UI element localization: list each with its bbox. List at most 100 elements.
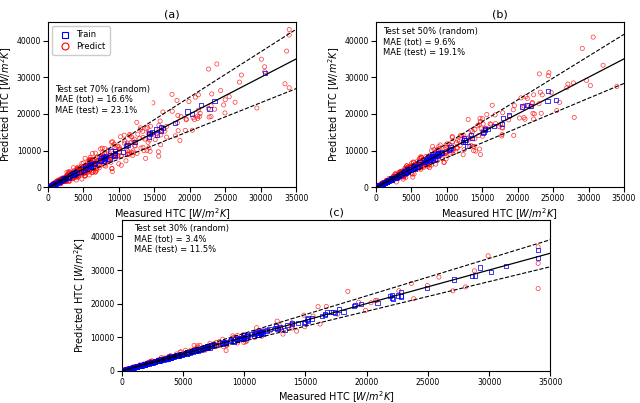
Train (144, 360, 154, 367)
Train (433, 152, 444, 159)
Train (375, 182, 385, 188)
Train (205, 343, 216, 349)
Predict (399, 172, 410, 178)
Predict (455, 133, 465, 139)
Predict (315, 321, 325, 327)
Train (159, 357, 169, 363)
Predict (58, 178, 68, 184)
Predict (207, 91, 217, 97)
Predict (399, 170, 409, 176)
Train (145, 130, 155, 136)
Train (182, 349, 193, 355)
Predict (380, 179, 390, 186)
Predict (130, 143, 140, 149)
Predict (390, 171, 401, 177)
Predict (49, 181, 59, 187)
Train (467, 272, 477, 279)
Predict (383, 177, 393, 184)
Train (188, 348, 198, 355)
Predict (81, 163, 91, 169)
Predict (497, 133, 507, 139)
Train (131, 364, 141, 370)
Predict (145, 137, 155, 143)
Predict (287, 320, 297, 326)
Predict (487, 102, 497, 108)
Train (436, 150, 446, 156)
Predict (401, 168, 412, 174)
Predict (191, 346, 202, 353)
Predict (66, 174, 76, 181)
Predict (106, 154, 116, 160)
Train (408, 164, 419, 170)
Predict (81, 163, 92, 169)
Predict (478, 121, 488, 127)
Train (133, 363, 143, 370)
Predict (276, 326, 286, 332)
Predict (454, 138, 465, 144)
Text: Test set 50% (random)
MAE (tot) = 9.6%
MAE (test) = 19.1%: Test set 50% (random) MAE (tot) = 9.6% M… (383, 27, 478, 57)
Predict (109, 144, 120, 151)
Train (392, 173, 403, 180)
Predict (89, 157, 99, 164)
Train (410, 164, 420, 170)
Predict (429, 152, 439, 158)
Predict (380, 179, 390, 186)
Predict (125, 131, 135, 137)
Predict (308, 313, 318, 319)
Predict (371, 184, 381, 190)
Predict (133, 364, 143, 370)
Predict (401, 168, 411, 175)
Predict (103, 149, 113, 155)
Train (90, 160, 100, 166)
Predict (428, 156, 438, 162)
Predict (67, 170, 77, 177)
Predict (173, 112, 183, 118)
Train (461, 137, 471, 143)
Predict (78, 165, 88, 172)
Train (152, 358, 162, 364)
Train (300, 319, 310, 326)
Predict (61, 175, 72, 182)
Predict (143, 139, 153, 145)
Predict (76, 168, 86, 174)
Train (171, 352, 181, 359)
Predict (44, 184, 54, 190)
Predict (140, 361, 150, 368)
Predict (414, 163, 424, 169)
Predict (452, 145, 463, 151)
Predict (74, 167, 84, 174)
Train (147, 129, 157, 136)
Predict (159, 356, 169, 363)
Predict (420, 162, 431, 168)
Train (217, 339, 227, 346)
Predict (399, 172, 409, 179)
Predict (53, 178, 63, 184)
Predict (426, 147, 436, 154)
Train (412, 164, 422, 170)
Predict (381, 178, 392, 185)
Train (86, 164, 96, 170)
Predict (142, 125, 152, 131)
Predict (371, 184, 381, 190)
Predict (82, 162, 92, 168)
Train (410, 165, 420, 172)
Train (163, 355, 173, 361)
Predict (434, 274, 444, 280)
Predict (61, 176, 71, 183)
Predict (145, 358, 156, 365)
Predict (456, 133, 467, 139)
Predict (161, 134, 172, 140)
Predict (397, 171, 408, 178)
Train (154, 357, 164, 364)
Predict (465, 136, 475, 142)
Predict (563, 81, 573, 87)
Train (139, 361, 149, 368)
Predict (132, 150, 142, 157)
Train (307, 315, 317, 322)
Predict (425, 157, 435, 164)
Predict (401, 163, 412, 169)
Predict (516, 95, 526, 101)
Predict (400, 165, 410, 171)
Predict (44, 183, 54, 190)
Predict (48, 182, 58, 188)
